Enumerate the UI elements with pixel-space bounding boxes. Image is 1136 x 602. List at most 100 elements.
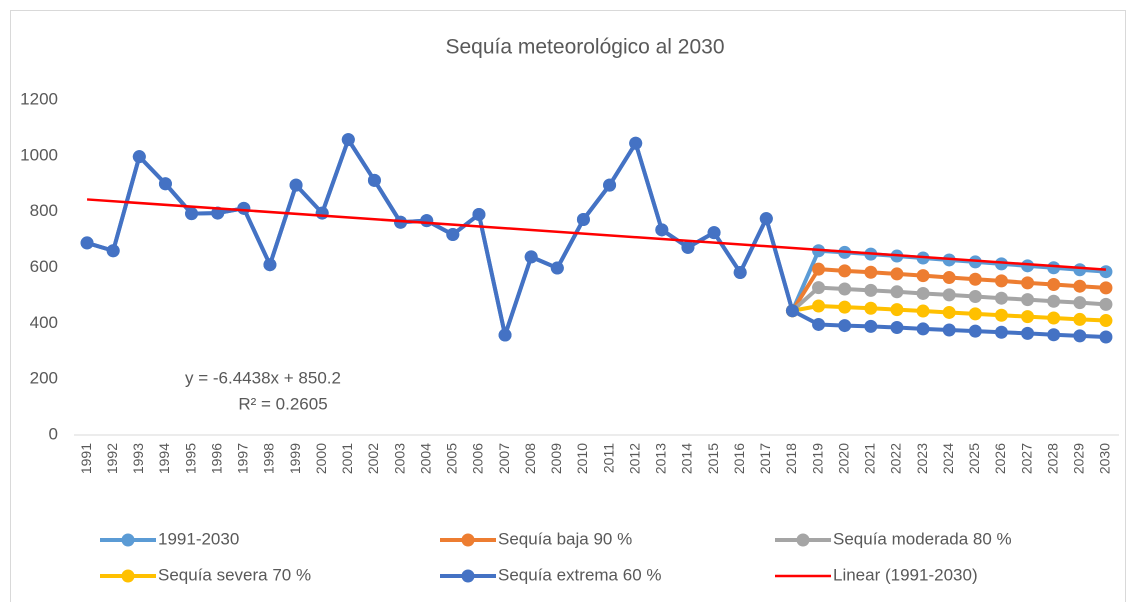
x-tick-label: 2008 (522, 443, 538, 474)
series-marker (916, 322, 930, 336)
series-marker (942, 305, 956, 319)
x-tick-label: 2014 (679, 443, 695, 474)
series-marker (968, 290, 982, 304)
series-marker (838, 282, 852, 296)
x-tick-label: 2000 (313, 443, 329, 474)
x-tick-label: 2012 (626, 443, 642, 474)
trendline (86, 198, 1107, 271)
legend-label: Linear (1991-2030) (833, 565, 978, 584)
x-tick-label: 2028 (1044, 443, 1060, 474)
x-tick-label: 1992 (104, 443, 120, 474)
x-tick-label: 2022 (888, 443, 904, 474)
series-marker (185, 207, 199, 221)
series-marker (942, 323, 956, 337)
series-marker (1073, 279, 1087, 293)
series-marker (1073, 312, 1087, 326)
series-marker (1099, 314, 1113, 328)
series-marker (1021, 310, 1035, 324)
series-marker (550, 261, 564, 275)
x-tick-label: 2015 (705, 443, 721, 474)
series-marker (263, 258, 277, 272)
y-tick-label: 1000 (20, 145, 58, 164)
series-marker (1047, 311, 1061, 325)
x-tick-label: 2005 (444, 443, 460, 474)
series-marker (994, 257, 1008, 271)
series-marker (341, 133, 355, 147)
series-marker (968, 324, 982, 338)
series-marker (106, 244, 120, 258)
x-tick-label: 2010 (574, 443, 590, 474)
trend-equation: y = -6.4438x + 850.2 (185, 368, 341, 387)
series-marker (1073, 296, 1087, 310)
x-tick-label: 2020 (835, 443, 851, 474)
series-marker (994, 308, 1008, 322)
series-marker (1047, 294, 1061, 308)
series-marker (1047, 261, 1061, 275)
series-line (86, 137, 1107, 340)
x-tick-label: 2027 (1018, 443, 1034, 474)
x-tick-label: 2019 (809, 443, 825, 474)
x-tick-label: 2024 (940, 443, 956, 474)
series-marker (1073, 263, 1087, 277)
series-marker (759, 212, 773, 226)
x-tick-label: 2025 (966, 443, 982, 474)
series-marker (890, 267, 904, 281)
y-tick-label: 600 (30, 257, 58, 276)
series-marker (420, 214, 434, 228)
y-tick-label: 400 (30, 313, 58, 332)
series-marker (158, 177, 172, 191)
series-marker (968, 272, 982, 286)
series-marker (367, 173, 381, 187)
series-marker (472, 207, 486, 221)
series-marker (655, 223, 669, 237)
series-marker (890, 285, 904, 299)
series-marker (1099, 330, 1113, 344)
series-marker (576, 212, 590, 226)
series-marker (994, 325, 1008, 339)
x-tick-label: 1999 (287, 443, 303, 474)
series-marker (942, 271, 956, 285)
series-marker (838, 264, 852, 278)
series-marker (994, 274, 1008, 288)
x-tick-label: 1993 (130, 443, 146, 474)
x-tick-label: 2006 (470, 443, 486, 474)
series-marker (80, 236, 94, 250)
series-marker (838, 300, 852, 314)
series-marker (1099, 265, 1113, 279)
series-marker (524, 250, 538, 264)
series-marker (1047, 328, 1061, 342)
series-marker (864, 265, 878, 279)
series-marker (968, 255, 982, 269)
x-tick-label: 2021 (862, 443, 878, 474)
series-marker (916, 269, 930, 283)
series-marker (629, 136, 643, 150)
series-marker (994, 291, 1008, 305)
x-tick-label: 2017 (757, 443, 773, 474)
legend-marker (461, 569, 475, 583)
x-tick-label: 1991 (78, 443, 94, 474)
series-marker (237, 201, 251, 215)
series-marker (1047, 278, 1061, 292)
series-marker (1099, 297, 1113, 311)
x-tick-label: 2018 (783, 443, 799, 474)
x-tick-label: 2029 (1071, 443, 1087, 474)
y-tick-label: 800 (30, 201, 58, 220)
series-marker (733, 266, 747, 280)
series-marker (1021, 259, 1035, 273)
series-marker (968, 307, 982, 321)
x-tick-label: 2026 (992, 443, 1008, 474)
series-marker (916, 304, 930, 318)
series-marker (864, 319, 878, 333)
series-marker (838, 319, 852, 333)
y-tick-label: 1200 (20, 89, 58, 108)
x-tick-label: 2011 (600, 443, 616, 473)
x-tick-label: 1997 (235, 443, 251, 474)
series-marker (890, 321, 904, 335)
legend-label: 1991-2030 (158, 529, 239, 548)
series-marker (812, 317, 826, 331)
series-marker (132, 150, 146, 164)
series-marker (890, 303, 904, 317)
x-tick-label: 2003 (391, 443, 407, 474)
x-tick-label: 2013 (653, 443, 669, 474)
